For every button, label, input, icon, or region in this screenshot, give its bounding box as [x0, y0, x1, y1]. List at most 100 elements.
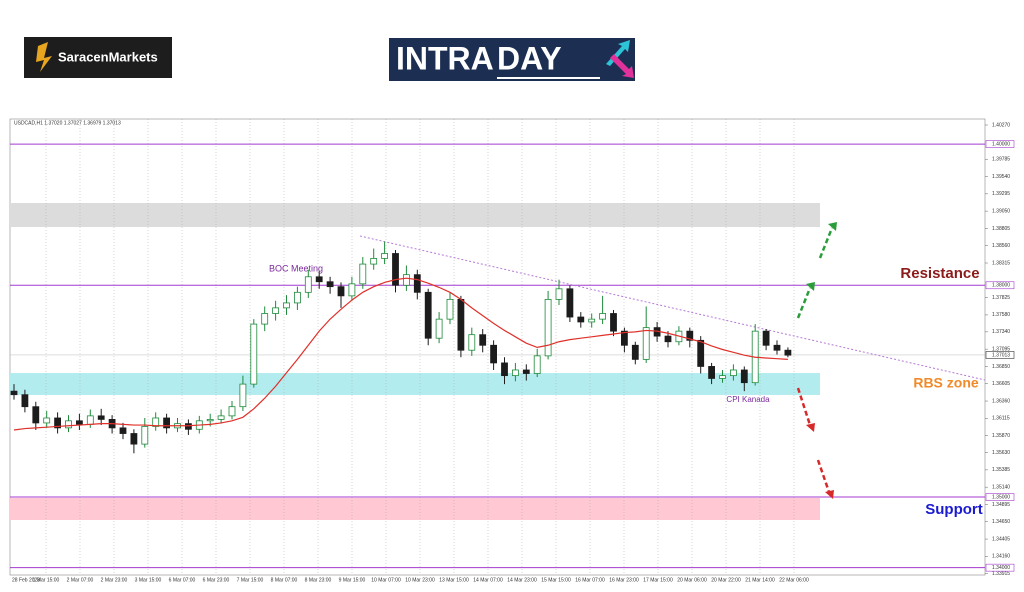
brand-icon [36, 42, 52, 72]
candle-body [544, 298, 552, 357]
logo-box [389, 38, 635, 81]
x-tick-label: 9 Mar 15:00 [339, 577, 366, 583]
y-tick-label: 1.34650 [992, 519, 1010, 525]
candle-body [664, 335, 672, 343]
candle-body [206, 418, 214, 422]
zone [10, 373, 820, 395]
last-price-tag [985, 351, 1015, 359]
x-tick-label: 2 Mar 23:00 [101, 577, 128, 583]
x-tick-label: 6 Mar 23:00 [203, 577, 230, 583]
annotation: CPI Kanada [726, 395, 770, 404]
x-tick-label: 7 Mar 15:00 [237, 577, 264, 583]
candle-body [43, 417, 51, 424]
x-tick-label: 16 Mar 23:00 [609, 577, 639, 583]
level-tag [985, 563, 1015, 572]
candle-body [599, 313, 606, 320]
y-tick-label: 1.37580 [992, 312, 1010, 318]
x-tick-label: 14 Mar 07:00 [473, 577, 503, 583]
candle-body [304, 276, 312, 293]
x-tick-label: 14 Mar 23:00 [507, 577, 537, 583]
level-label: 1.40000 [992, 141, 1010, 147]
candle-body [250, 323, 258, 385]
y-tick-label: 1.39050 [992, 208, 1010, 214]
candle-body [32, 406, 40, 424]
candle-body [588, 318, 596, 323]
x-tick-label: 6 Mar 07:00 [169, 577, 196, 583]
y-tick-label: 1.34160 [992, 554, 1010, 560]
x-tick-label: 20 Mar 06:00 [677, 577, 707, 583]
y-tick-label: 1.36605 [992, 381, 1010, 387]
arrow-down-2 [816, 459, 831, 493]
x-tick-label: 3 Mar 15:00 [135, 577, 162, 583]
candle-body [577, 316, 585, 323]
x-tick-label: 8 Mar 23:00 [305, 577, 332, 583]
candle-body [163, 417, 171, 429]
candle-body [184, 423, 192, 430]
y-tick-label: 1.34405 [992, 536, 1010, 542]
candle-body [490, 344, 498, 364]
candle-body [337, 286, 345, 297]
candle-body [65, 420, 72, 429]
y-tick-label: 1.39295 [992, 191, 1010, 197]
x-tick-label: 22 Mar 06:00 [779, 577, 809, 583]
candle-body [642, 327, 650, 360]
brand-name: SaracenMarkets [58, 49, 158, 64]
candle-body [141, 426, 149, 445]
candle-body [283, 302, 290, 309]
plot-frame [9, 118, 986, 576]
x-tick-label: 1 Mar 15:00 [33, 577, 60, 583]
resistance-label: Resistance [900, 265, 979, 282]
zone [10, 203, 820, 228]
candle-body [152, 417, 160, 427]
x-tick-label: 16 Mar 07:00 [575, 577, 605, 583]
candle-body [239, 383, 247, 408]
candle-body [610, 313, 617, 332]
candle-body [228, 406, 236, 417]
zone [10, 497, 820, 521]
candle-body [730, 369, 737, 377]
candle-body [697, 339, 705, 367]
rbs-label: RBS zone [913, 375, 979, 391]
candle-body [773, 344, 781, 351]
candle-body [370, 258, 378, 265]
level-label: 1.38000 [992, 283, 1010, 289]
trendline [359, 235, 986, 381]
candle-body [522, 369, 530, 374]
candle-body [10, 390, 18, 396]
candle-body [293, 291, 301, 304]
candle-body [54, 417, 61, 429]
candle-body [326, 281, 334, 288]
level-tag [985, 493, 1015, 501]
candle-body [501, 362, 508, 377]
arrow-down-1 [796, 387, 812, 426]
candle-body [740, 369, 748, 384]
y-tick-label: 1.35385 [992, 467, 1010, 473]
candle-body [392, 253, 399, 286]
level-tag [985, 140, 1015, 148]
candle-body [631, 344, 639, 360]
candle-body [119, 427, 127, 434]
candle-body [272, 307, 280, 314]
candle-body [512, 369, 519, 377]
candle-body [359, 263, 367, 285]
moving-average [13, 277, 788, 431]
candle-body [533, 355, 541, 374]
y-tick-label: 1.33915 [992, 571, 1010, 577]
x-tick-label: 21 Mar 14:00 [745, 577, 775, 583]
y-tick-label: 1.38560 [992, 243, 1010, 249]
y-tick-label: 1.38315 [992, 260, 1010, 266]
last-price-label: 1.37013 [992, 352, 1010, 358]
x-tick-label: 10 Mar 07:00 [371, 577, 401, 583]
candle-body [217, 415, 225, 420]
annotation: BOC Meeting [269, 263, 323, 273]
y-tick-label: 1.40270 [992, 122, 1010, 128]
arrow-up-2 [796, 287, 812, 319]
candle-body [381, 253, 389, 259]
y-tick-label: 1.37825 [992, 295, 1010, 301]
candle-body [21, 394, 29, 408]
arrowhead [806, 423, 815, 432]
candle-body [261, 313, 269, 325]
y-tick-label: 1.36360 [992, 398, 1010, 404]
candle-body [446, 298, 454, 320]
x-tick-label: 20 Mar 22:00 [711, 577, 741, 583]
